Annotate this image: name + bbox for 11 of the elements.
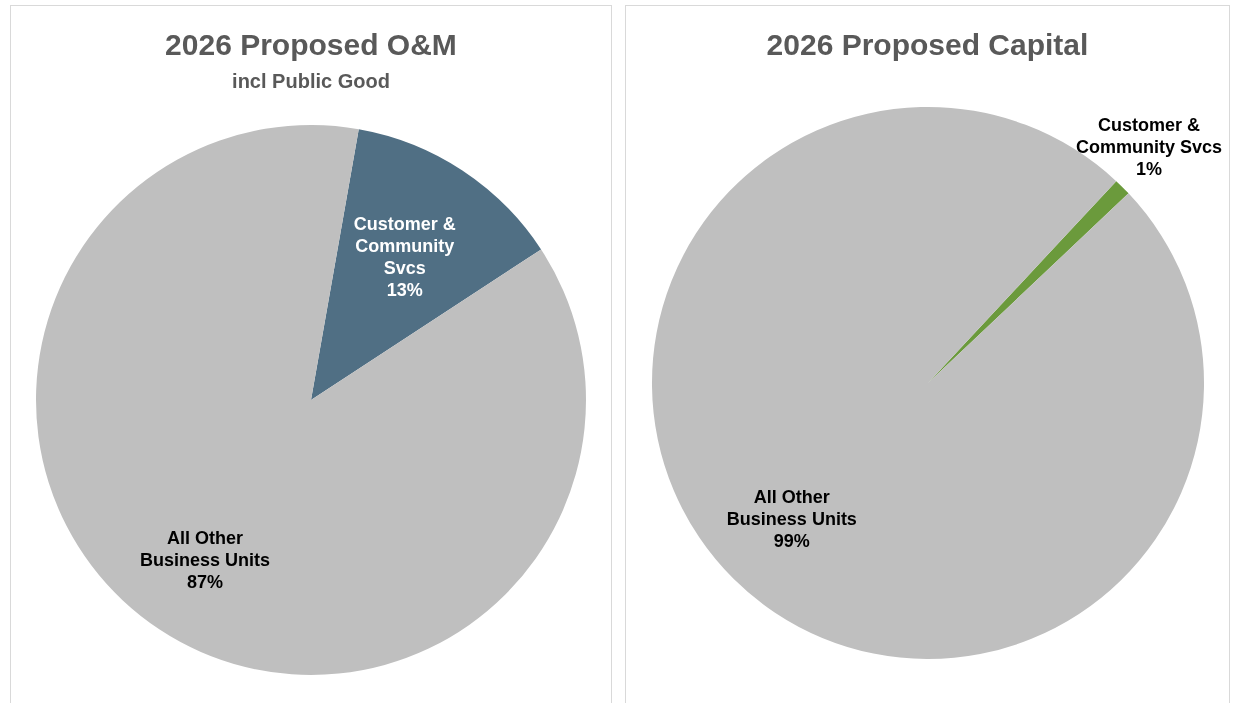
slice-label: Customer & Community Svcs: [353, 213, 456, 278]
data-label: 87%: [187, 571, 224, 592]
slice-label: All Other Business Units: [726, 487, 857, 530]
slice-label: Customer & Community Svcs: [1075, 114, 1222, 157]
chart-subtitle: incl Public Good: [231, 70, 391, 93]
chart-title: 2026 Proposed Capital: [765, 28, 1090, 62]
chart-title: 2026 Proposed O&M: [164, 28, 458, 62]
data-label: 1%: [1135, 158, 1162, 179]
data-label: 13%: [386, 279, 423, 300]
data-label: 99%: [773, 531, 810, 552]
slice-label: All Other Business Units: [140, 527, 271, 570]
